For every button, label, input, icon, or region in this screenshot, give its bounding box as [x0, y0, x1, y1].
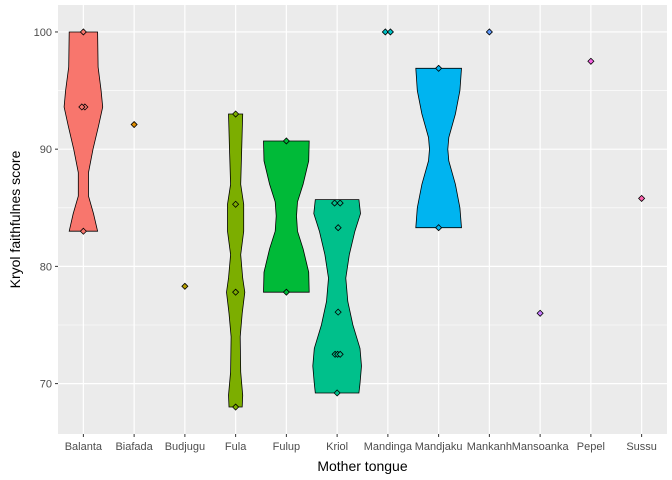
violin-mandjaku — [415, 67, 462, 229]
point-balanta — [78, 103, 86, 111]
x-tick-label-sussu: Sussu — [626, 441, 657, 453]
point-fulup — [282, 137, 290, 145]
point-mandinga — [381, 28, 389, 36]
point-kriol — [336, 199, 344, 207]
x-tick-label-kriol: Kriol — [326, 441, 348, 453]
y-tick-label: 100 — [34, 27, 52, 39]
point-pepel — [587, 57, 595, 65]
point-fula — [232, 288, 240, 296]
point-kriol — [334, 308, 342, 316]
point-mandinga — [386, 28, 394, 36]
point-mansoanka — [536, 309, 544, 317]
point-budjugu — [181, 282, 189, 290]
y-axis: 70 80 90 100 — [34, 27, 58, 391]
point-fula — [232, 200, 240, 208]
violin-balanta — [63, 31, 104, 232]
plot-panel — [58, 5, 667, 434]
point-mandjaku — [435, 224, 443, 232]
x-tick-label-budjugu: Budjugu — [165, 441, 205, 453]
x-tick-label-pepel: Pepel — [577, 441, 605, 453]
point-mankanh — [485, 28, 493, 36]
x-tick-label-balanta: Balanta — [65, 441, 103, 453]
x-tick-label-mansoanka: Mansoanka — [512, 441, 570, 453]
data-points — [78, 28, 646, 411]
y-tick-label: 70 — [40, 379, 52, 391]
x-tick-label-fulup: Fulup — [273, 441, 301, 453]
x-axis-title: Mother tongue — [317, 458, 407, 474]
point-biafada — [130, 120, 138, 129]
violin-kriol — [312, 199, 362, 394]
x-tick-label-mandinga: Mandinga — [364, 441, 413, 453]
violins — [63, 31, 462, 408]
y-axis-title: Kryol faithfulnes score — [7, 150, 23, 288]
point-balanta — [79, 227, 87, 235]
violin-fulup — [263, 140, 310, 293]
x-axis: Balanta Biafada Budjugu Fula Fulup Kriol Mandi… — [65, 434, 657, 453]
y-tick-label: 80 — [40, 261, 52, 273]
point-balanta — [79, 28, 87, 36]
x-tick-label-mankanh: Mankanh — [467, 441, 512, 453]
x-tick-label-biafada: Biafada — [115, 441, 153, 453]
point-fulup — [282, 288, 290, 296]
x-tick-label-mandjaku: Mandjaku — [415, 441, 463, 453]
point-fula — [232, 403, 240, 411]
point-fula — [232, 110, 240, 118]
point-kriol — [334, 224, 342, 232]
point-kriol — [336, 350, 344, 358]
point-mandjaku — [435, 64, 443, 72]
y-tick-label: 90 — [40, 144, 52, 156]
point-kriol — [333, 389, 341, 397]
x-tick-label-fula: Fula — [225, 441, 247, 453]
violin-fula — [226, 113, 246, 408]
point-sussu — [638, 194, 646, 202]
point-kriol — [331, 199, 339, 207]
